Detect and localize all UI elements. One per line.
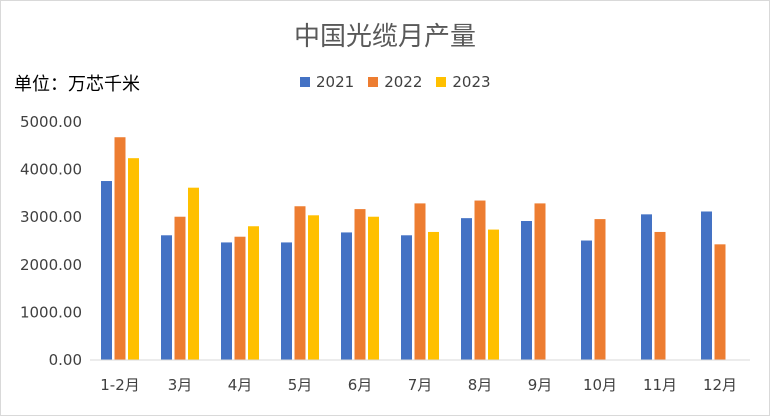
bar-2022-6月 (354, 209, 366, 360)
legend-swatch-2023 (436, 77, 447, 87)
x-tick-label: 3月 (168, 376, 193, 394)
bar-2022-3月 (174, 216, 186, 360)
x-tick-label: 6月 (348, 376, 373, 394)
y-axis-unit-label: 单位：万芯千米 (14, 74, 140, 95)
legend-label-2022: 2022 (384, 73, 423, 91)
bar-2022-4月 (234, 236, 246, 360)
bar-2022-10月 (594, 219, 606, 360)
x-axis: 1-2月 3月 4月 5月 6月 7月 8月 9月 10月 11月 12月 (100, 376, 737, 394)
bar-2021-11月 (641, 214, 652, 360)
x-tick-label: 5月 (288, 376, 313, 394)
legend-swatch-2022 (368, 77, 379, 87)
bar-2023-8月 (488, 229, 499, 360)
y-tick-label: 5000.00 (20, 113, 82, 131)
bar-2022-7月 (414, 203, 426, 360)
bar-2023-6月 (368, 216, 379, 360)
legend: 2021 2022 2023 (300, 73, 491, 91)
bar-2023-5月 (308, 215, 319, 360)
bar-2023-7月 (428, 231, 439, 360)
x-tick-label: 10月 (583, 376, 617, 394)
bar-2022-9月 (534, 203, 546, 360)
bar-2021-1-2月 (101, 181, 112, 360)
bar-2022-12月 (714, 244, 726, 360)
bar-2021-8月 (461, 218, 472, 360)
legend-label-2021: 2021 (316, 73, 355, 91)
bar-2021-7月 (401, 235, 412, 360)
x-tick-label: 4月 (228, 376, 253, 394)
y-axis: 0.00 1000.00 2000.00 3000.00 4000.00 5000.00 (20, 113, 82, 369)
bar-2021-4月 (221, 242, 232, 360)
x-tick-label: 1-2月 (100, 376, 140, 394)
legend-item-2022: 2022 (368, 73, 422, 91)
bar-2021-3月 (161, 235, 172, 360)
x-tick-label: 11月 (643, 376, 677, 394)
bar-2023-4月 (248, 226, 259, 360)
legend-item-2021: 2021 (300, 73, 354, 91)
legend-item-2023: 2023 (436, 73, 491, 91)
x-tick-label: 7月 (408, 376, 433, 394)
y-tick-label: 4000.00 (20, 161, 82, 179)
bar-2022-1-2月 (114, 137, 126, 360)
legend-label-2023: 2023 (452, 73, 491, 91)
y-tick-label: 1000.00 (20, 303, 82, 321)
bar-2023-3月 (188, 187, 199, 360)
bar-2022-5月 (294, 206, 306, 360)
bar-2022-8月 (474, 200, 486, 360)
y-tick-label: 0.00 (49, 351, 82, 369)
bar-2021-12月 (701, 211, 712, 360)
y-tick-label: 2000.00 (20, 256, 82, 274)
x-tick-label: 8月 (468, 376, 493, 394)
bar-2021-6月 (341, 232, 352, 360)
bar-2021-10月 (581, 240, 592, 360)
x-tick-label: 12月 (703, 376, 737, 394)
x-tick-label: 9月 (528, 376, 553, 394)
bar-2023-1-2月 (128, 158, 139, 360)
bar-2021-5月 (281, 242, 292, 360)
bars (101, 137, 726, 360)
legend-swatch-2021 (300, 77, 310, 87)
bar-2021-9月 (521, 221, 532, 360)
y-tick-label: 3000.00 (20, 208, 82, 226)
chart-title: 中国光缆月产量 (293, 22, 476, 52)
bar-2022-11月 (654, 231, 666, 360)
